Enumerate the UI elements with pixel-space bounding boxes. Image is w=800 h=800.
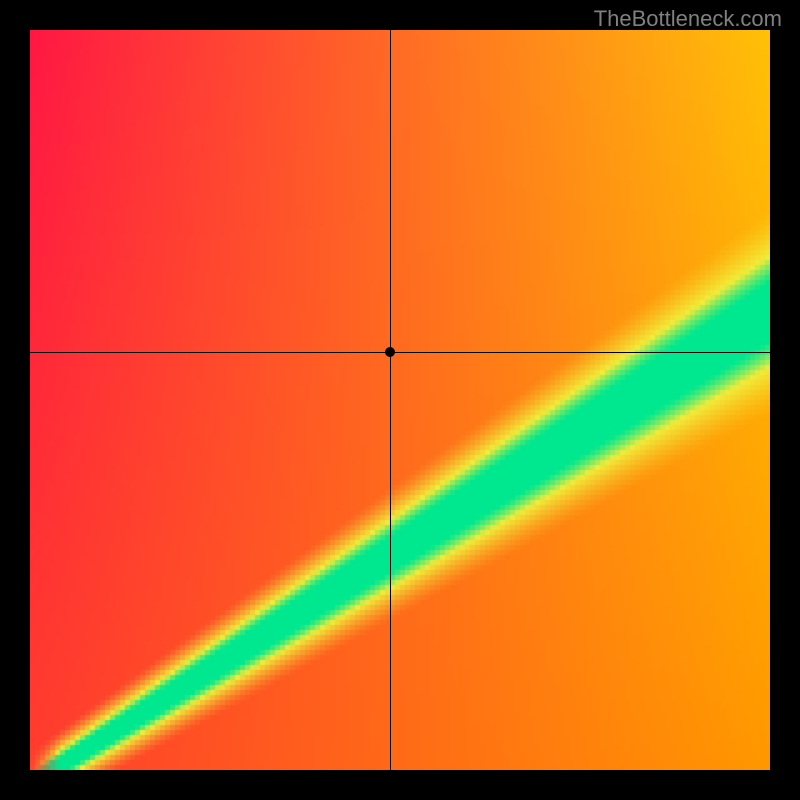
heatmap-plot (30, 30, 770, 770)
crosshair-vertical (390, 30, 391, 770)
crosshair-horizontal (30, 352, 770, 353)
heatmap-canvas (30, 30, 770, 770)
watermark-text: TheBottleneck.com (594, 6, 782, 32)
marker-point (385, 347, 395, 357)
